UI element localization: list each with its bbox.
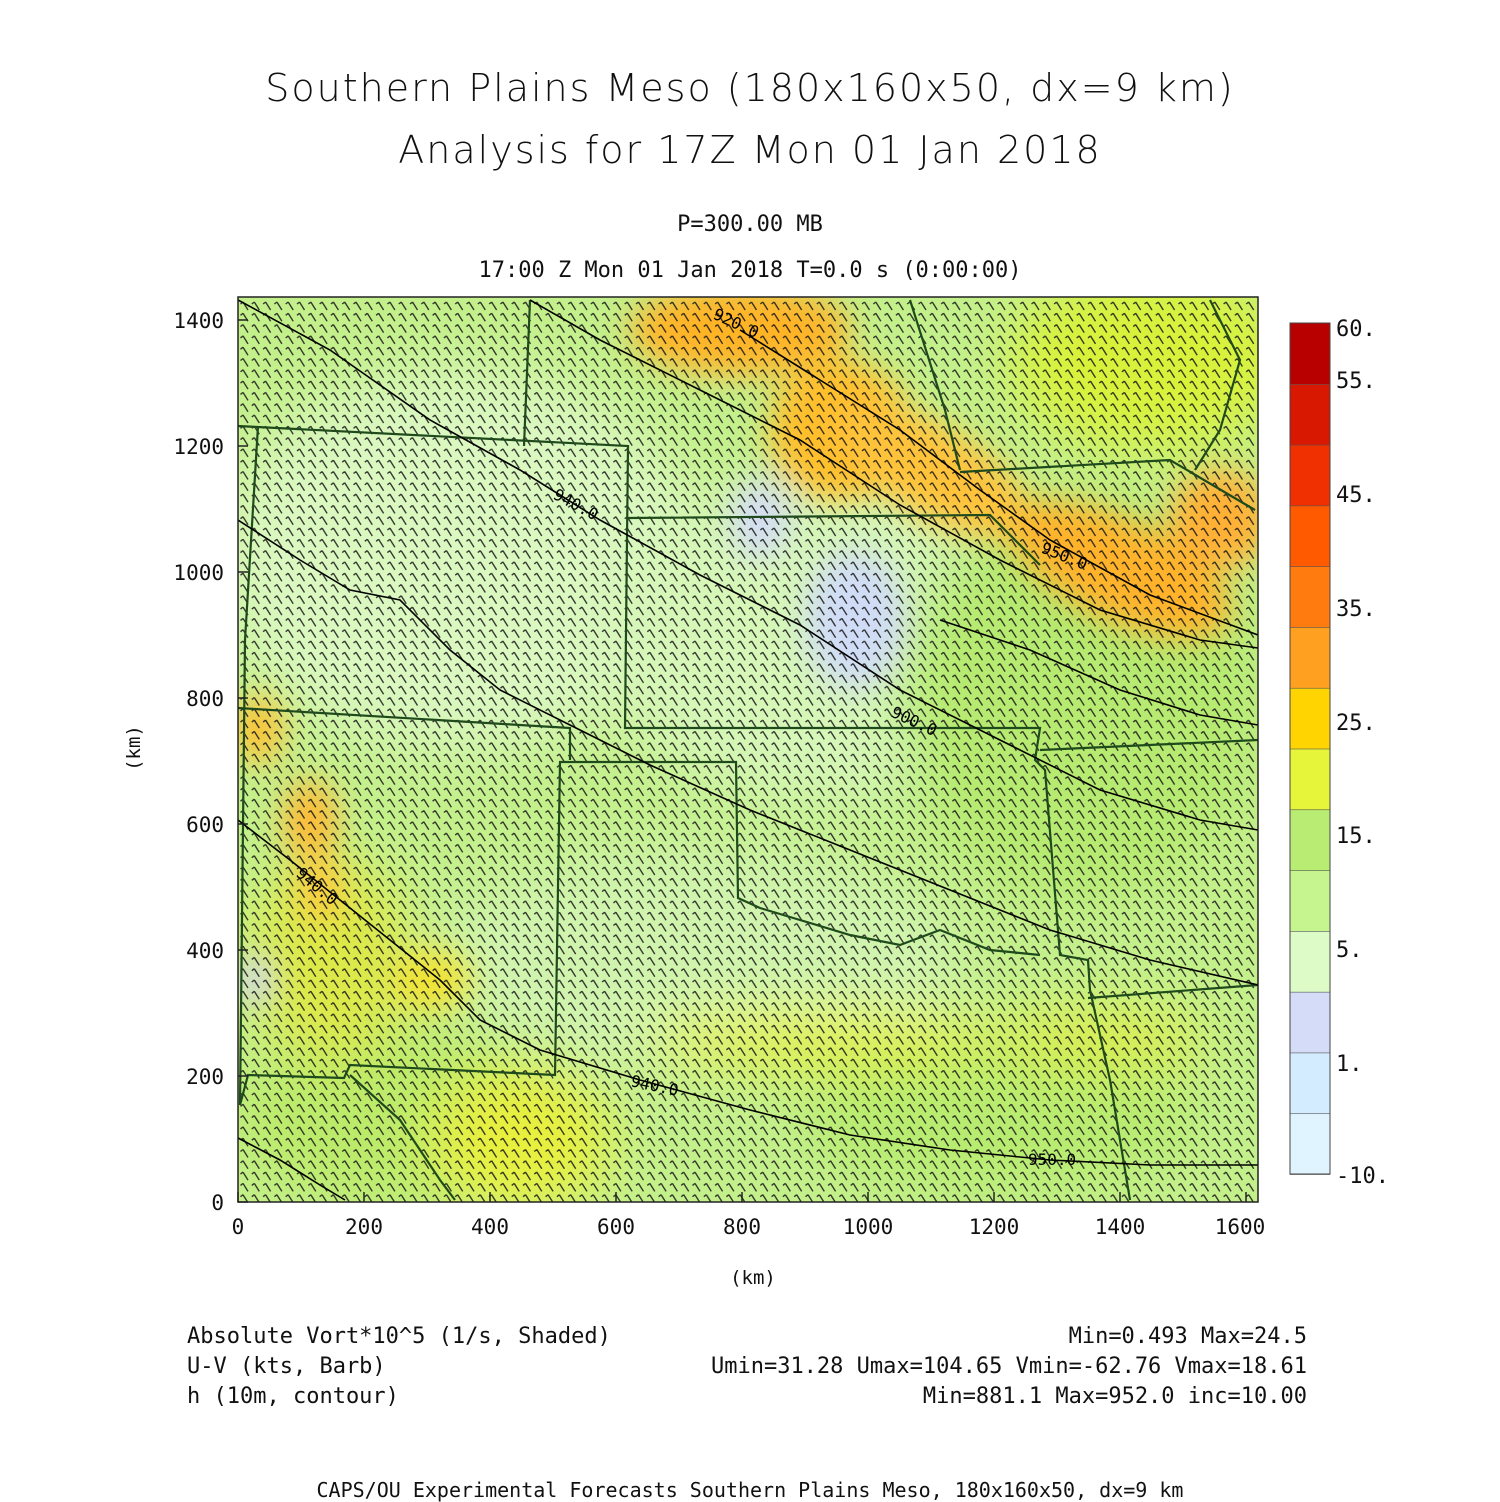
- chart-title: Southern Plains Meso (180x160x50, dx=9 k…: [265, 66, 1235, 110]
- axis-ticks: [237, 319, 1247, 1203]
- colorbar-label: 25.: [1336, 711, 1376, 736]
- state-boundaries: [238, 299, 1258, 1201]
- colorbar-label: 45.: [1336, 483, 1376, 508]
- colorbar-label: 35.: [1336, 597, 1376, 622]
- field-wind-label: U-V (kts, Barb): [187, 1354, 386, 1379]
- wind-barb-grid: [240, 301, 1255, 1202]
- x-tick-labels: 0 200 400 600 800 1000 1200 1400 1600: [232, 1215, 1266, 1239]
- y-axis-label: (km): [123, 725, 145, 771]
- field-height-label: h (10m, contour): [187, 1384, 399, 1409]
- colorbar-label: 15.: [1336, 824, 1376, 849]
- colorbar-label: 60.: [1336, 317, 1376, 342]
- pressure-level: P=300.00 MB: [677, 212, 823, 237]
- x-tick-label: 400: [471, 1215, 509, 1239]
- colorbar: [1289, 322, 1331, 1175]
- wind-barbs: [240, 301, 1255, 1202]
- colorbar-segment: [1289, 991, 1331, 1054]
- field-vorticity-stats: Min=0.493 Max=24.5: [1068, 1324, 1307, 1349]
- x-axis-label: (km): [730, 1267, 776, 1289]
- x-tick-label: 200: [345, 1215, 383, 1239]
- field-wind-stats: Umin=31.28 Umax=104.65 Vmin=-62.76 Vmax=…: [710, 1354, 1307, 1379]
- chart-subtitle: Analysis for 17Z Mon 01 Jan 2018: [398, 128, 1102, 172]
- x-tick-label: 800: [723, 1215, 761, 1239]
- vorticity-shading: [238, 297, 1258, 1202]
- colorbar-segment: [1289, 930, 1331, 993]
- colorbar-label: 55.: [1336, 369, 1376, 394]
- y-tick-label: 1000: [173, 561, 224, 585]
- colorbar-segment: [1289, 869, 1331, 932]
- y-tick-label: 600: [186, 813, 224, 837]
- colorbar-segment: [1289, 383, 1331, 446]
- colorbar-frame: [1289, 322, 1331, 1175]
- field-height-stats: Min=881.1 Max=952.0 inc=10.00: [922, 1384, 1307, 1409]
- contour-label: 950.0: [1028, 1150, 1076, 1169]
- colorbar-segment: [1289, 808, 1331, 871]
- colorbar-segment: [1289, 626, 1331, 689]
- x-tick-label: 0: [232, 1215, 245, 1239]
- valid-time: 17:00 Z Mon 01 Jan 2018 T=0.0 s (0:00:00…: [478, 258, 1022, 283]
- y-tick-label: 800: [186, 687, 224, 711]
- colorbar-segment: [1289, 1112, 1331, 1175]
- y-tick-label: 400: [186, 939, 224, 963]
- y-tick-label: 1200: [173, 435, 224, 459]
- colorbar-labels: 60. 55. 45. 35. 25. 15. 5. 1. -10.: [1336, 317, 1389, 1189]
- colorbar-segment: [1289, 687, 1331, 750]
- y-tick-label: 0: [211, 1191, 224, 1215]
- height-contours: [238, 299, 1258, 1201]
- colorbar-label: -10.: [1336, 1164, 1389, 1189]
- colorbar-segment: [1289, 505, 1331, 567]
- field-vorticity-label: Absolute Vort*10^5 (1/s, Shaded): [187, 1324, 611, 1349]
- y-tick-labels: 0 200 400 600 800 1000 1200 1400: [173, 309, 224, 1215]
- plot-frame: [237, 296, 1259, 1203]
- y-tick-label: 200: [186, 1065, 224, 1089]
- x-tick-label: 1600: [1215, 1215, 1266, 1239]
- colorbar-segment: [1289, 1052, 1331, 1115]
- x-tick-label: 600: [597, 1215, 635, 1239]
- colorbar-segment: [1289, 444, 1331, 507]
- x-tick-label: 1400: [1095, 1215, 1146, 1239]
- colorbar-label: 1.: [1336, 1052, 1363, 1077]
- colorbar-segment: [1289, 565, 1331, 628]
- x-tick-label: 1000: [843, 1215, 894, 1239]
- colorbar-label: 5.: [1336, 938, 1363, 963]
- credit-line: CAPS/OU Experimental Forecasts Southern …: [316, 1478, 1184, 1502]
- x-tick-label: 1200: [969, 1215, 1020, 1239]
- y-tick-label: 1400: [173, 309, 224, 333]
- colorbar-segment: [1289, 322, 1331, 385]
- colorbar-segment: [1289, 748, 1331, 811]
